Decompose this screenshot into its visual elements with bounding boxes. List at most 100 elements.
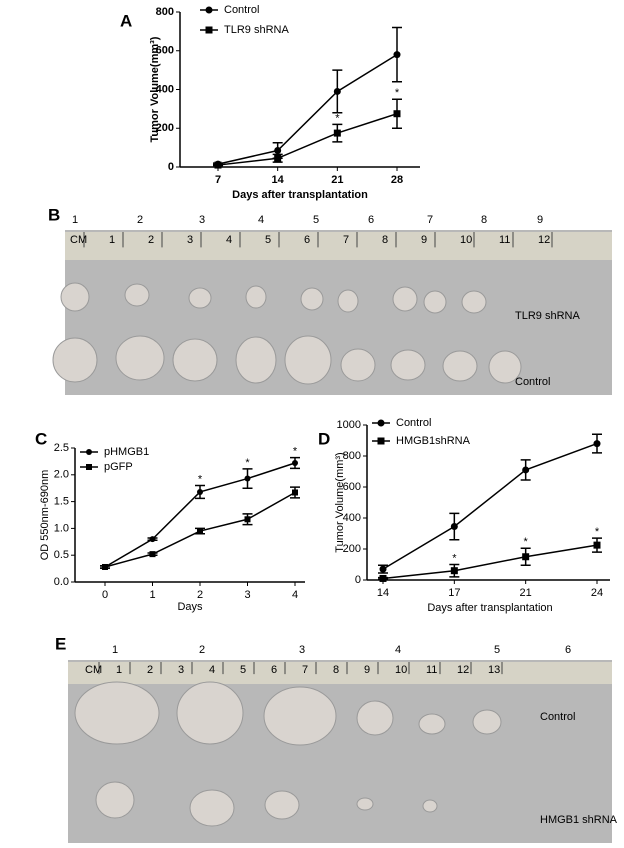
significance-label: * bbox=[245, 457, 250, 469]
legend-label: Control bbox=[396, 417, 431, 429]
panel-label: D bbox=[318, 429, 330, 448]
tumor bbox=[188, 287, 212, 309]
tumor bbox=[390, 349, 426, 381]
y-tick-label: 200 bbox=[156, 122, 174, 134]
x-tick-label: 21 bbox=[520, 587, 532, 599]
point bbox=[393, 51, 401, 59]
tumor bbox=[418, 713, 446, 735]
x-tick-label: 14 bbox=[272, 174, 285, 186]
x-tick-label: 17 bbox=[448, 587, 460, 599]
sample-number: 5 bbox=[313, 214, 319, 226]
point bbox=[522, 466, 530, 474]
ruler-label: 12 bbox=[538, 234, 550, 246]
ruler-label: 7 bbox=[302, 664, 308, 676]
sample-number: 1 bbox=[72, 214, 78, 226]
tumor bbox=[60, 282, 90, 312]
tumor bbox=[423, 290, 447, 314]
ruler-label: 8 bbox=[382, 234, 388, 246]
y-tick-label: 600 bbox=[156, 45, 174, 57]
x-tick-label: 21 bbox=[331, 174, 343, 186]
x-tick-label: 0 bbox=[102, 589, 108, 601]
legend-marker bbox=[377, 437, 385, 445]
tumor bbox=[392, 286, 418, 312]
legend-marker bbox=[86, 464, 92, 470]
legend-label: HMGB1shRNA bbox=[396, 435, 471, 447]
point bbox=[450, 523, 458, 531]
ruler-label: 11 bbox=[499, 234, 510, 246]
series-line bbox=[217, 113, 398, 166]
significance-label: * bbox=[198, 473, 203, 485]
significance-label: * bbox=[293, 446, 298, 458]
point bbox=[292, 489, 298, 496]
sample-number: 6 bbox=[368, 214, 374, 226]
ruler-label: 3 bbox=[178, 664, 184, 676]
ruler bbox=[68, 662, 612, 684]
tumor bbox=[189, 789, 235, 827]
y-tick-label: 1.0 bbox=[54, 522, 69, 534]
point bbox=[149, 551, 156, 558]
sample-number: 6 bbox=[565, 644, 571, 656]
significance-label: * bbox=[524, 536, 529, 548]
point bbox=[274, 154, 282, 162]
point bbox=[450, 567, 458, 575]
panel-label: E bbox=[55, 634, 66, 653]
legend-label: pHMGB1 bbox=[104, 446, 149, 458]
x-tick-label: 3 bbox=[244, 589, 250, 601]
ruler-label: 9 bbox=[421, 234, 427, 246]
ruler-label: 13 bbox=[488, 664, 500, 676]
significance-label: * bbox=[395, 87, 400, 99]
legend-marker bbox=[205, 6, 213, 14]
ruler-label: 4 bbox=[209, 664, 215, 676]
tumor bbox=[95, 781, 135, 819]
y-tick-label: 800 bbox=[343, 450, 361, 462]
chart: C 0.0 0.5 1.0 1.5 2.0 2.5 0 1 2 3 4 Days OD 550nm-690… bbox=[35, 429, 305, 613]
point bbox=[379, 574, 387, 582]
point bbox=[593, 440, 601, 448]
tumor bbox=[176, 681, 244, 745]
chart: D 0 200 400 600 800 1000 14 17 21 24 Days after tra… bbox=[318, 417, 610, 614]
tumor bbox=[74, 681, 160, 745]
ruler-label: 10 bbox=[460, 234, 472, 246]
ruler-label: 2 bbox=[147, 664, 153, 676]
significance-label: * bbox=[452, 552, 457, 564]
sample-number: 1 bbox=[112, 644, 118, 656]
x-tick-label: 28 bbox=[391, 174, 403, 186]
tumor bbox=[245, 285, 267, 309]
tumor bbox=[340, 348, 376, 382]
x-tick-label: 14 bbox=[377, 587, 389, 599]
y-tick-label: 2.5 bbox=[54, 442, 69, 454]
y-tick-label: 400 bbox=[343, 512, 361, 524]
sample-number: 8 bbox=[481, 214, 487, 226]
point bbox=[274, 147, 282, 155]
point bbox=[197, 528, 203, 535]
y-tick-label: 400 bbox=[156, 83, 174, 95]
ruler-label: 4 bbox=[226, 234, 232, 246]
point bbox=[333, 87, 341, 95]
tumor bbox=[284, 335, 332, 385]
legend-marker bbox=[377, 419, 385, 427]
x-axis-title: Days bbox=[177, 601, 203, 613]
ruler-label: 2 bbox=[148, 234, 154, 246]
y-tick-label: 0 bbox=[168, 161, 174, 173]
ruler-label: 1 bbox=[109, 234, 115, 246]
tumor bbox=[263, 686, 337, 746]
tumor bbox=[115, 335, 165, 381]
tumor bbox=[356, 700, 394, 736]
point bbox=[333, 129, 341, 137]
tumor bbox=[472, 709, 502, 735]
tumor bbox=[300, 287, 324, 311]
y-tick-label: 600 bbox=[343, 481, 361, 493]
point bbox=[522, 553, 530, 561]
ruler-label: CM bbox=[70, 234, 87, 246]
ruler-label: 1 bbox=[116, 664, 122, 676]
ruler-label: 5 bbox=[240, 664, 246, 676]
y-tick-label: 1.5 bbox=[54, 496, 69, 508]
ruler-label: 5 bbox=[265, 234, 271, 246]
y-tick-label: 1000 bbox=[337, 419, 361, 431]
legend-label: TLR9 shRNA bbox=[224, 24, 289, 36]
tumor bbox=[488, 350, 522, 384]
panel-label: B bbox=[48, 205, 60, 224]
y-tick-label: 0.5 bbox=[54, 549, 69, 561]
